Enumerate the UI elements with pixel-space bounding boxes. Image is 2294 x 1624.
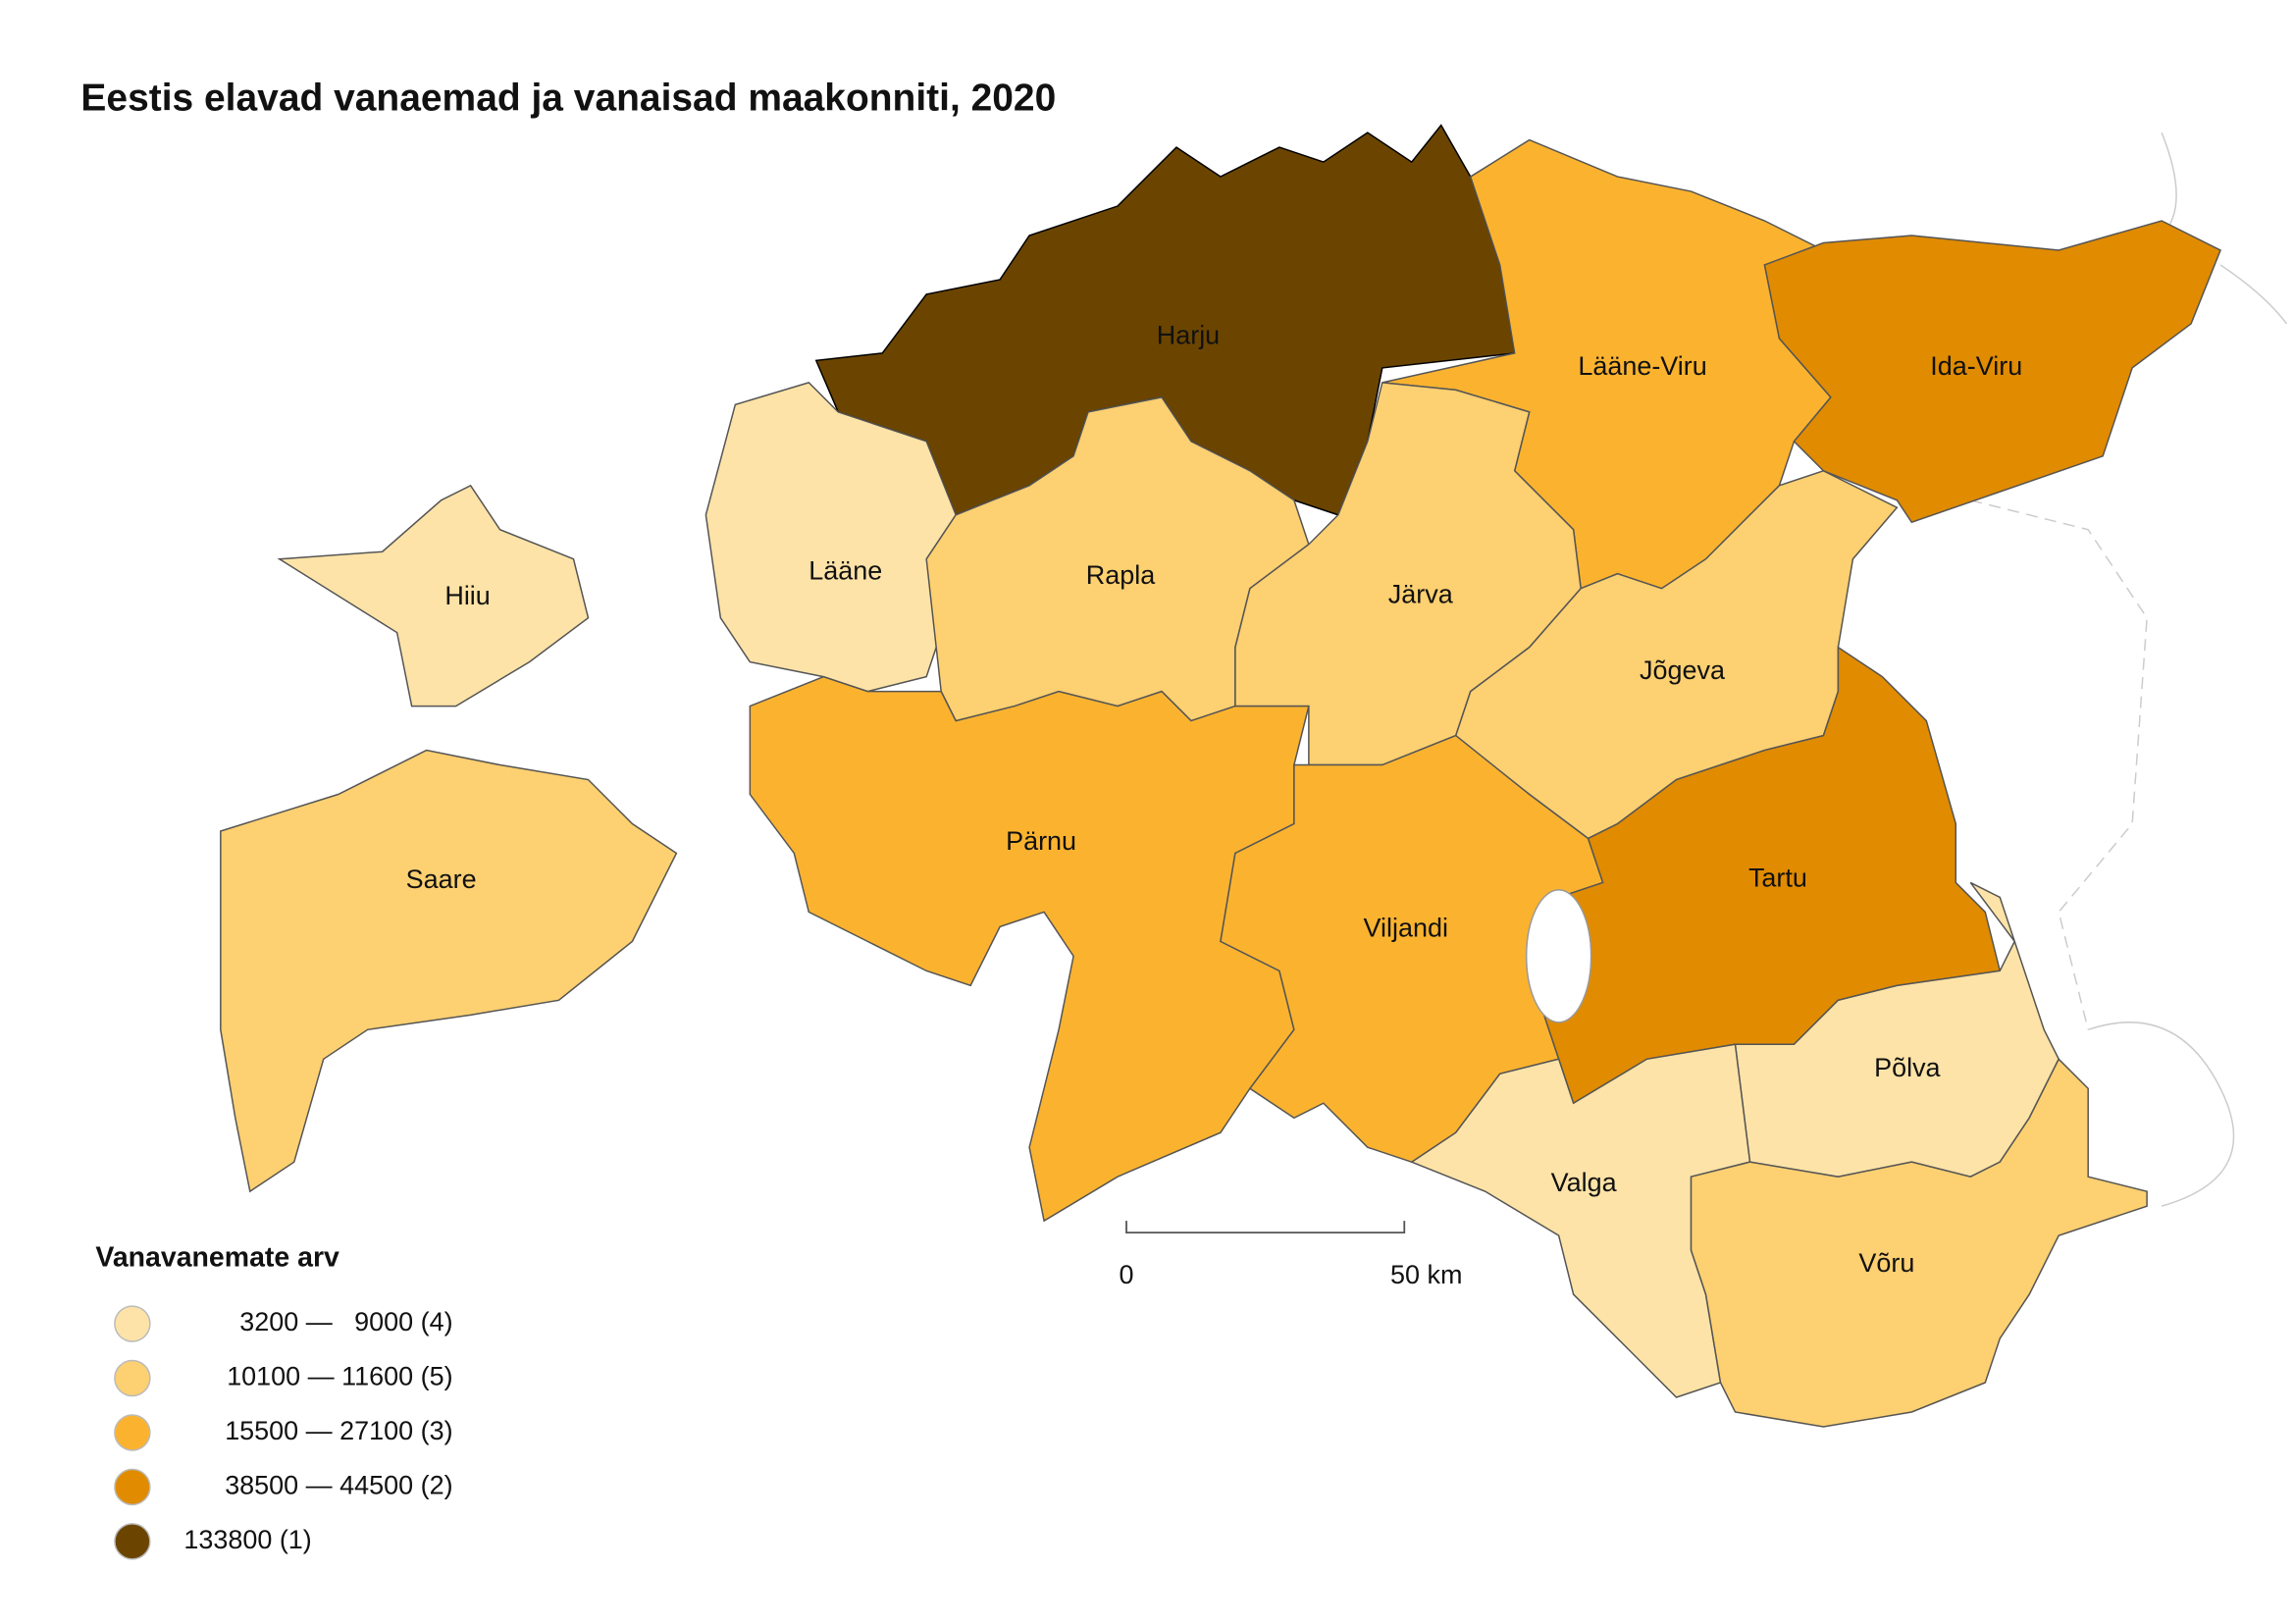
legend-label: 3200 — 9000 (4) — [239, 1307, 452, 1336]
region-label: Saare — [406, 864, 477, 894]
region-label: Võru — [1858, 1248, 1914, 1278]
legend: 3200 — 9000 (4) 10100 — 11600 (5) 15500 — … — [114, 1305, 453, 1560]
legend-title: Vanavanemate arv — [95, 1242, 339, 1274]
scale-bar — [1125, 1221, 1406, 1234]
legend-label: 38500 — 44500 (2) — [225, 1471, 452, 1500]
region-label: Pärnu — [1006, 826, 1076, 856]
region-label: Põlva — [1874, 1053, 1940, 1082]
legend-label: 15500 — 27100 (3) — [225, 1416, 452, 1445]
border-line — [2087, 1022, 2235, 1207]
region-label: Lääne-Viru — [1578, 351, 1706, 381]
region-label: Lääne — [808, 555, 882, 585]
region — [1690, 1058, 2148, 1428]
scale-end: 50 km — [1390, 1260, 1462, 1289]
region-label: Rapla — [1086, 560, 1155, 590]
region — [1763, 220, 2222, 524]
region — [749, 675, 1310, 1223]
legend-label: 133800 (1) — [183, 1525, 311, 1554]
region-label: Valga — [1551, 1168, 1617, 1197]
region — [704, 382, 958, 693]
legend-label: 10100 — 11600 (5) — [227, 1362, 452, 1391]
region-label: Ida-Viru — [1930, 351, 2022, 381]
border-line — [1970, 499, 2148, 1030]
labels: Harju Lääne-Viru Ida-Viru Lääne Hiiu Saare Rap… — [406, 321, 2023, 1279]
region-label: Jõgeva — [1640, 655, 1725, 685]
region — [277, 484, 590, 707]
legend-swatch — [114, 1359, 151, 1397]
legend-swatch — [114, 1414, 151, 1451]
map-title: Eestis elavad vanaemad ja vanaisad maako… — [80, 77, 1056, 119]
legend-swatch — [114, 1468, 151, 1506]
region-label: Tartu — [1748, 864, 1807, 893]
regions — [220, 124, 2222, 1428]
region-label: Hiiu — [444, 581, 490, 610]
region — [220, 749, 678, 1193]
region-label: Järva — [1388, 579, 1453, 608]
scale-start: 0 — [1120, 1260, 1134, 1289]
legend-swatch — [114, 1305, 151, 1342]
legend-swatch — [114, 1523, 151, 1560]
region-label: Viljandi — [1364, 914, 1448, 943]
region-label: Harju — [1157, 321, 1220, 350]
lake — [1525, 889, 1592, 1023]
